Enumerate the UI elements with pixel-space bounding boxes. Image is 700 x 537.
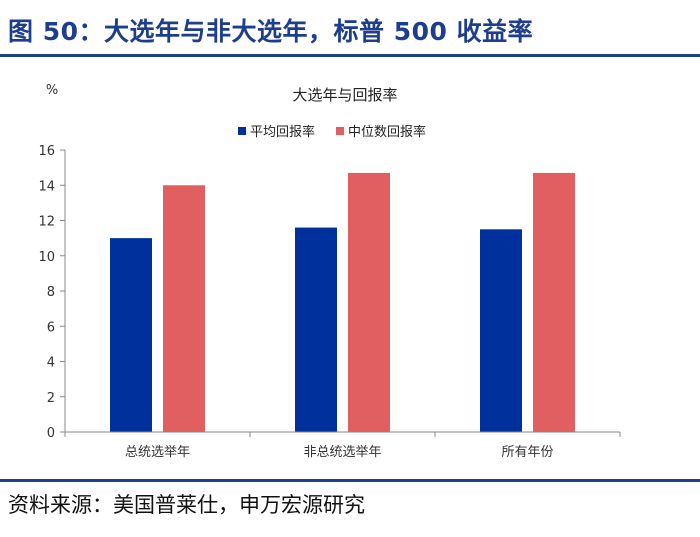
y-tick-label: 0 — [47, 426, 55, 441]
legend-swatch-1 — [238, 127, 246, 135]
bar-chart: % 大选年与回报率 平均回报率 中位数回报率 0 2 4 6 8 10 12 14 16 总统选举… — [38, 83, 621, 460]
figure-title: 图 50：大选年与非大选年，标普 500 收益率 — [8, 17, 534, 46]
y-tick-label: 10 — [38, 250, 55, 265]
chart-title: 大选年与回报率 — [292, 86, 397, 104]
source-note: 资料来源：美国普莱仕，申万宏源研究 — [8, 493, 365, 517]
bar-2-3 — [533, 172, 575, 432]
bar-1-2 — [295, 227, 337, 432]
bar-2-2 — [348, 172, 390, 432]
legend-swatch-2 — [336, 127, 344, 135]
y-tick-label: 4 — [47, 356, 55, 371]
title-rule — [0, 54, 700, 57]
legend-label-2: 中位数回报率 — [348, 124, 426, 140]
x-tick-label: 非总统选举年 — [303, 445, 381, 460]
x-tick-label: 总统选举年 — [125, 445, 190, 460]
y-tick-label: 6 — [47, 320, 55, 335]
y-tick-label: 8 — [47, 285, 55, 300]
legend: 平均回报率 中位数回报率 — [238, 124, 426, 140]
y-tick-label: 12 — [38, 215, 55, 230]
bar-1-1 — [110, 238, 152, 432]
bar-1-3 — [480, 229, 522, 432]
y-axis-unit: % — [46, 83, 58, 98]
legend-label-1: 平均回报率 — [250, 124, 315, 140]
y-tick-label: 14 — [38, 179, 55, 194]
source-rule — [0, 479, 700, 482]
bars — [110, 172, 575, 432]
bar-2-1 — [163, 185, 205, 432]
x-tick-label: 所有年份 — [501, 445, 553, 460]
y-axis: 0 2 4 6 8 10 12 14 16 — [38, 144, 66, 441]
y-tick-label: 16 — [38, 144, 55, 159]
y-tick-label: 2 — [47, 391, 55, 406]
x-axis: 总统选举年 非总统选举年 所有年份 — [64, 431, 621, 460]
